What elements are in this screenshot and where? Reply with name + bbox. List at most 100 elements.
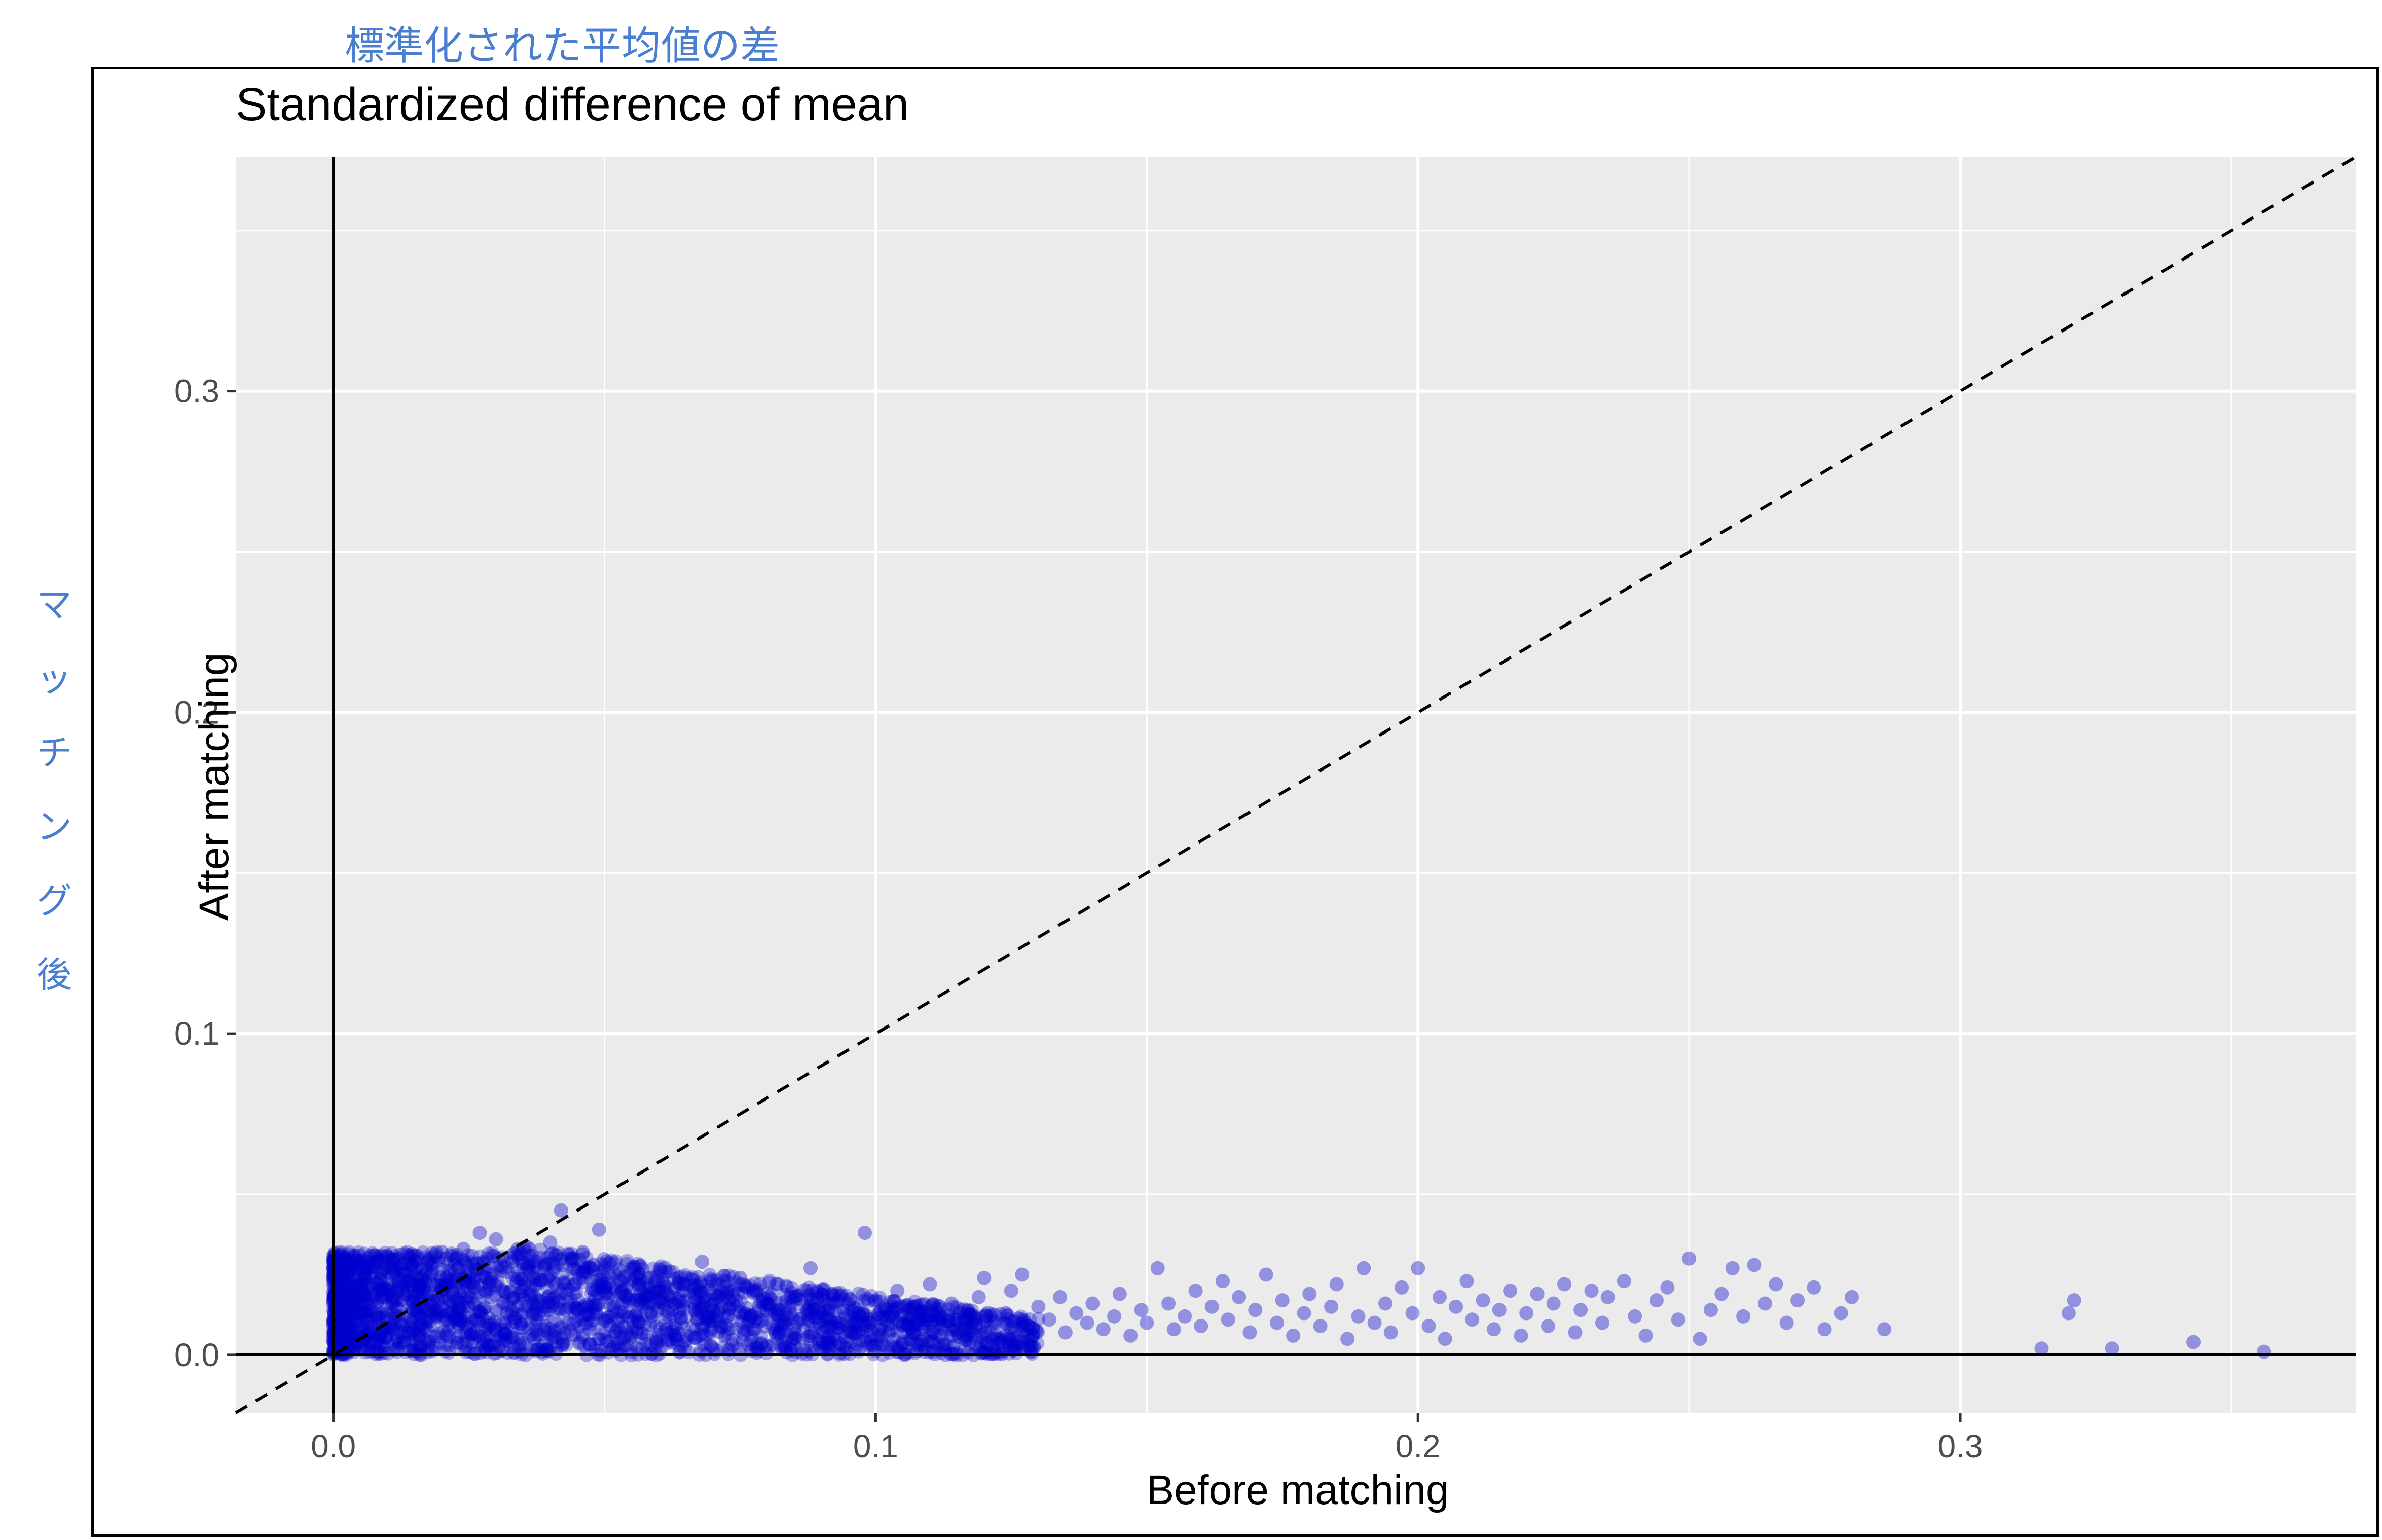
data-point [900, 1316, 915, 1331]
data-point [639, 1275, 654, 1290]
data-point [951, 1326, 966, 1340]
data-point [528, 1291, 542, 1305]
data-point [1693, 1332, 1707, 1346]
data-point [832, 1321, 847, 1335]
data-point [421, 1303, 435, 1318]
data-point [990, 1332, 1005, 1346]
data-point [388, 1293, 402, 1307]
data-point [909, 1314, 924, 1329]
data-point [346, 1295, 360, 1309]
data-point [593, 1281, 608, 1296]
data-point [887, 1294, 901, 1308]
data-point [1546, 1296, 1561, 1311]
data-point [505, 1315, 520, 1330]
data-point [390, 1301, 405, 1315]
data-point [786, 1294, 800, 1308]
data-point [832, 1289, 847, 1303]
data-point [588, 1289, 602, 1303]
data-point [585, 1281, 600, 1296]
data-point [335, 1285, 349, 1300]
data-point [822, 1327, 837, 1341]
data-point [540, 1271, 555, 1286]
data-point [556, 1334, 570, 1349]
data-point [1459, 1274, 1474, 1289]
data-point [451, 1319, 465, 1334]
data-point [545, 1331, 560, 1346]
data-point [915, 1312, 930, 1327]
data-point [794, 1311, 809, 1326]
data-point [425, 1340, 439, 1354]
data-point [1014, 1340, 1029, 1355]
data-point [406, 1289, 421, 1304]
data-point [1058, 1325, 1073, 1340]
data-point [494, 1331, 508, 1346]
data-point [821, 1303, 835, 1317]
data-point [577, 1339, 592, 1353]
data-point [497, 1326, 511, 1341]
data-point [885, 1315, 899, 1330]
data-point [378, 1321, 393, 1335]
data-point [1161, 1296, 1176, 1311]
data-point [565, 1251, 579, 1266]
data-point [516, 1254, 530, 1269]
data-point [355, 1340, 370, 1354]
data-point [334, 1309, 349, 1324]
data-point [598, 1332, 613, 1346]
data-point [719, 1274, 734, 1289]
data-point [333, 1256, 348, 1271]
x-tick-label: 0.3 [1938, 1428, 1983, 1464]
data-point [703, 1268, 717, 1282]
data-point [359, 1306, 374, 1321]
data-point [985, 1339, 1000, 1353]
data-point [458, 1309, 472, 1324]
data-point [483, 1338, 498, 1353]
data-point [661, 1288, 676, 1302]
data-point [676, 1321, 691, 1335]
data-point [879, 1303, 894, 1317]
data-point [1270, 1315, 1285, 1330]
data-point [412, 1324, 426, 1339]
data-point [736, 1308, 750, 1323]
data-point [334, 1327, 348, 1342]
data-point [480, 1251, 495, 1266]
data-point [606, 1307, 620, 1322]
data-point [661, 1336, 675, 1350]
data-point [421, 1253, 436, 1268]
data-point [914, 1334, 929, 1348]
data-point [1008, 1340, 1022, 1354]
data-point [374, 1248, 388, 1263]
data-point [825, 1287, 839, 1301]
data-point [666, 1327, 681, 1342]
data-point [395, 1273, 410, 1288]
data-point [775, 1342, 789, 1356]
data-point [864, 1323, 878, 1338]
data-point [923, 1328, 937, 1343]
data-point [672, 1326, 687, 1341]
data-point [630, 1322, 644, 1337]
data-point [610, 1295, 625, 1310]
data-point [524, 1315, 539, 1330]
data-point [687, 1286, 702, 1301]
data-point [551, 1257, 565, 1272]
data-point [902, 1311, 917, 1326]
data-point [687, 1302, 702, 1317]
data-point [675, 1339, 689, 1353]
data-point [348, 1277, 363, 1292]
data-point [906, 1319, 921, 1334]
data-point [425, 1278, 440, 1293]
data-point [512, 1296, 527, 1311]
data-point [757, 1319, 772, 1334]
data-point [529, 1318, 544, 1333]
data-point [959, 1315, 973, 1330]
data-point [569, 1313, 584, 1328]
data-point [487, 1249, 502, 1264]
data-point [1085, 1296, 1100, 1311]
data-point [376, 1286, 390, 1300]
data-point [333, 1282, 348, 1297]
data-point [708, 1313, 722, 1328]
data-point [521, 1273, 535, 1288]
data-point [944, 1296, 959, 1311]
data-point [461, 1248, 475, 1263]
data-point [387, 1262, 401, 1277]
data-point [346, 1306, 361, 1321]
